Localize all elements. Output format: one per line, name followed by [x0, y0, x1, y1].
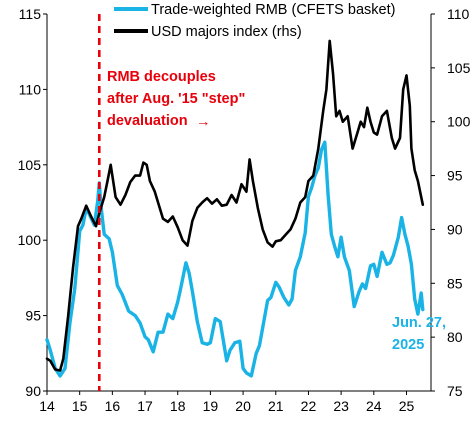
legend: Trade-weighted RMB (CFETS basket) USD ma… — [114, 2, 395, 40]
axis-lines — [46, 14, 432, 392]
left-tick-label: 105 — [18, 157, 42, 173]
right-tick-label: 110 — [447, 6, 470, 22]
annotation-line-1: RMB decouples — [107, 69, 216, 85]
left-tick-label: 110 — [19, 81, 42, 97]
x-tick-label: 24 — [366, 398, 382, 414]
end-date-label: Jun. 27, 2025 — [392, 315, 446, 353]
x-tick-label: 20 — [235, 398, 251, 414]
right-tick-label: 80 — [447, 329, 463, 345]
decoupling-annotation: RMB decouples after Aug. '15 "step" deva… — [107, 69, 245, 130]
right-tick-label: 90 — [447, 221, 463, 237]
left-tick-label: 100 — [18, 232, 42, 248]
x-tick-label: 22 — [301, 398, 317, 414]
left-tick-label: 90 — [25, 383, 41, 399]
right-tick-label: 105 — [447, 60, 471, 76]
rmb-series-line — [45, 140, 425, 378]
x-tick-label: 14 — [39, 398, 55, 414]
end-date-line-1: Jun. 27, — [392, 315, 446, 331]
x-tick-label: 21 — [268, 398, 284, 414]
annotation-line-3: devaluation — [107, 113, 188, 129]
left-axis-ticks: 90 95 100 105 110 115 — [18, 6, 47, 399]
x-tick-label: 16 — [105, 398, 121, 414]
right-tick-label: 95 — [447, 168, 463, 184]
right-tick-label: 100 — [447, 114, 471, 130]
usd-series-line — [45, 39, 425, 372]
x-tick-label: 17 — [137, 398, 153, 414]
x-tick-label: 15 — [72, 398, 88, 414]
end-date-line-2: 2025 — [392, 337, 424, 353]
x-tick-label: 23 — [333, 398, 349, 414]
x-tick-label: 18 — [170, 398, 186, 414]
annotation-arrow-icon: → — [196, 114, 211, 130]
left-tick-label: 95 — [25, 308, 41, 324]
x-tick-label: 19 — [203, 398, 219, 414]
left-tick-label: 115 — [19, 6, 42, 22]
x-axis-ticks: 14 15 16 17 18 19 20 21 22 23 24 25 — [39, 391, 414, 414]
legend-label-rmb: Trade-weighted RMB (CFETS basket) — [151, 2, 395, 18]
right-axis-ticks: 75 80 85 90 95 100 105 110 — [431, 6, 471, 399]
annotation-line-2: after Aug. '15 "step" — [107, 91, 245, 107]
series-layer — [45, 39, 425, 378]
x-tick-label: 25 — [399, 398, 415, 414]
right-tick-label: 75 — [447, 383, 463, 399]
legend-label-usd: USD majors index (rhs) — [151, 24, 302, 40]
right-tick-label: 85 — [447, 275, 463, 291]
